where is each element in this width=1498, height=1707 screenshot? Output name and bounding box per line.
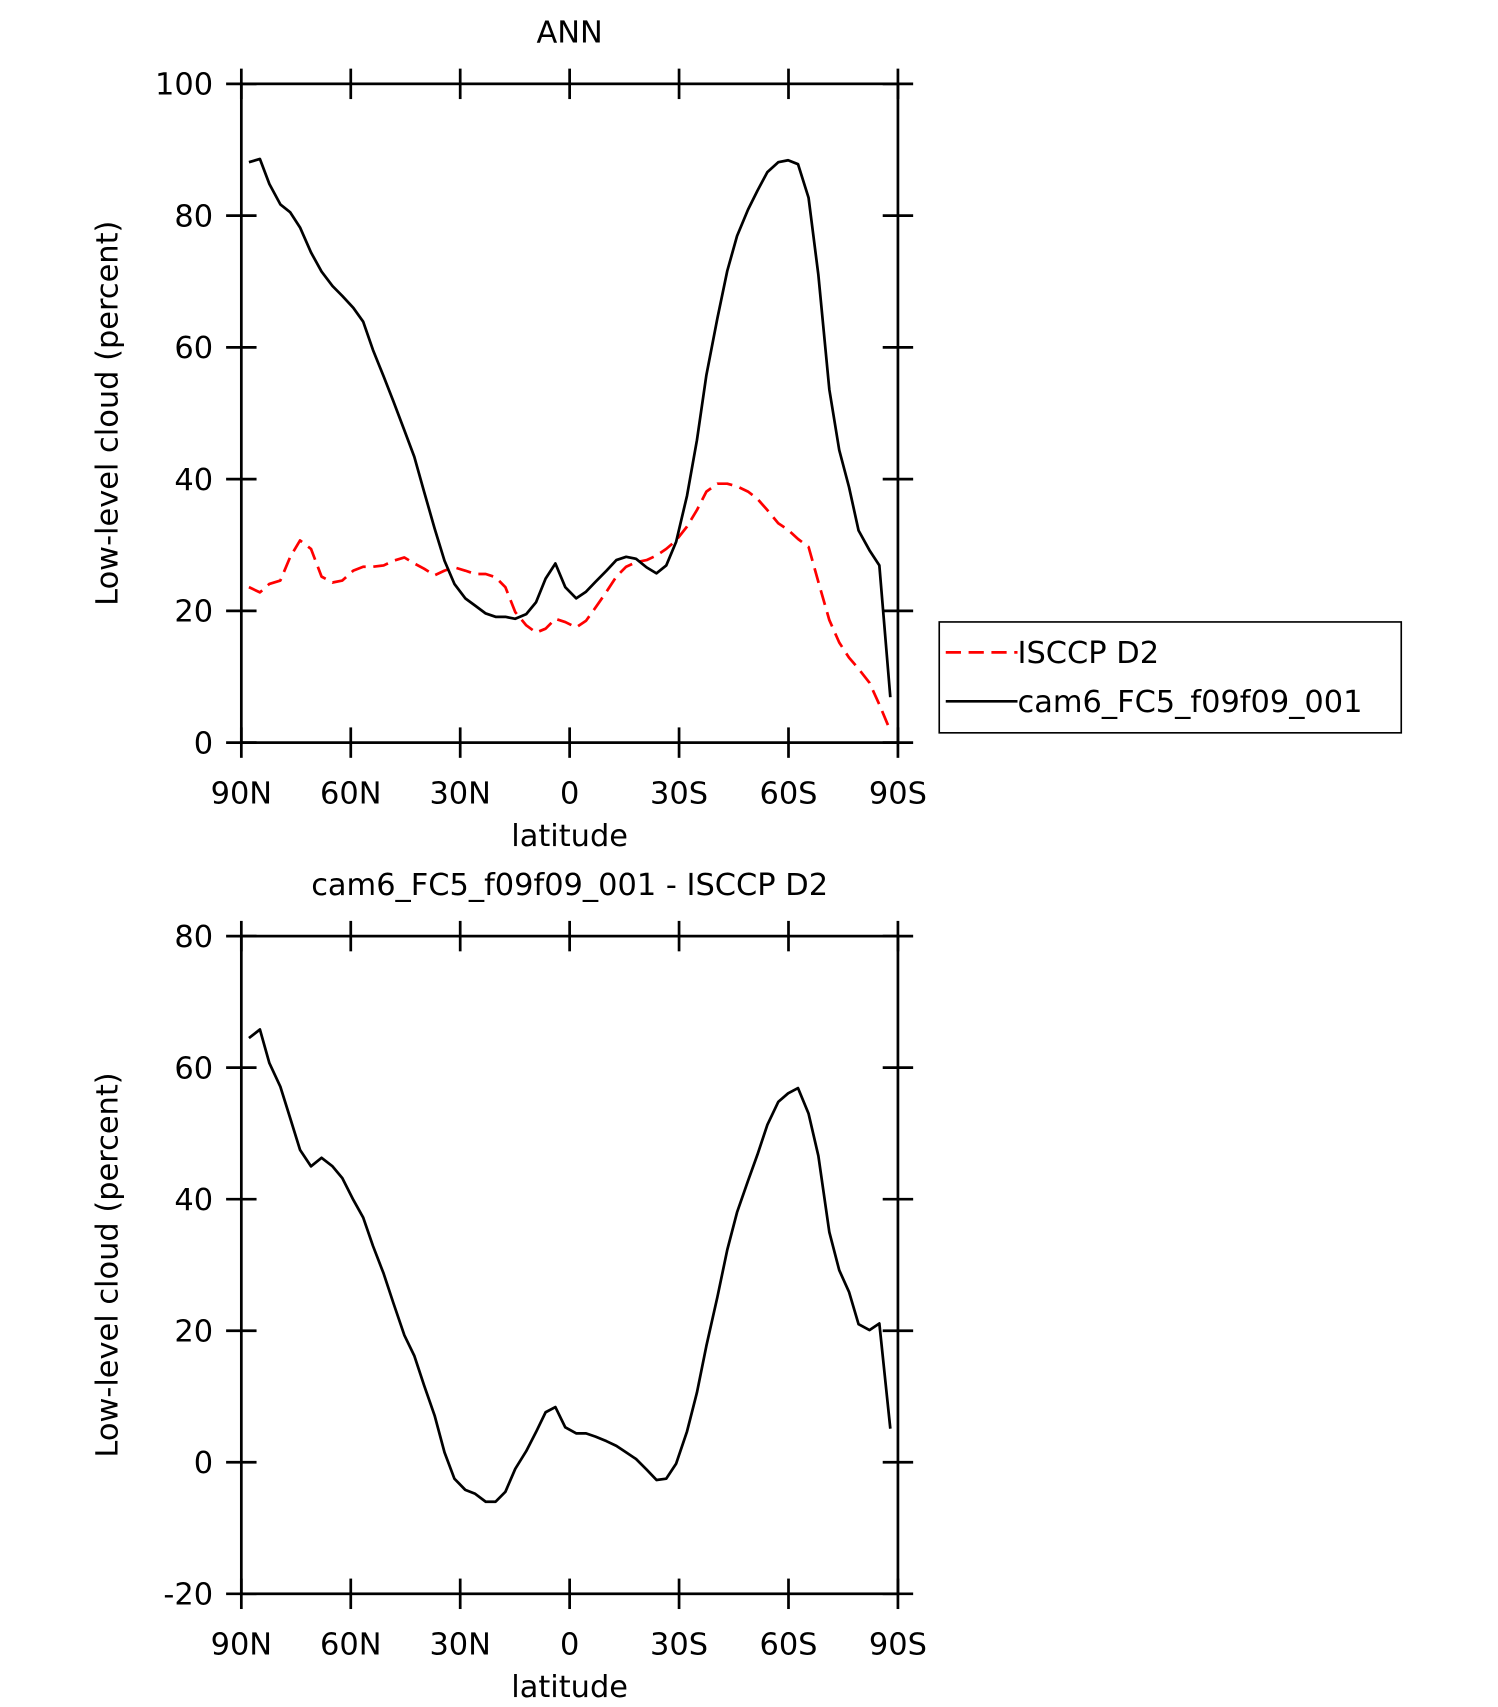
y-tick-label: 80	[174, 199, 213, 234]
x-tick-label: 90S	[869, 1628, 927, 1663]
x-tick-label: 30N	[429, 776, 490, 811]
x-tick-label: 90N	[211, 1628, 272, 1663]
x-tick-label: 60N	[320, 1628, 381, 1663]
y-tick-label: 40	[174, 463, 213, 498]
x-axis-label: latitude	[511, 819, 628, 854]
x-tick-label: 60N	[320, 776, 381, 811]
y-tick-label: 40	[174, 1183, 213, 1218]
x-tick-label: 0	[560, 1628, 579, 1663]
y-axis-label: Low-level cloud (percent)	[90, 1072, 125, 1457]
data-line	[248, 1028, 892, 1504]
x-tick-label: 30S	[650, 1628, 708, 1663]
plot-frame	[239, 934, 900, 1596]
legend-label: ISCCP D2	[1018, 636, 1160, 671]
x-tick-label: 0	[560, 776, 579, 811]
y-tick-label: 60	[174, 331, 213, 366]
data-line	[248, 157, 892, 698]
x-tick-label: 90S	[869, 776, 927, 811]
y-tick-label: 0	[194, 1446, 213, 1481]
x-tick-label: 30N	[429, 1628, 490, 1663]
chart-title: ANN	[536, 16, 602, 51]
x-tick-label: 60S	[759, 1628, 817, 1663]
chart-title: cam6_FC5_f09f09_001 - ISCCP D2	[311, 868, 828, 903]
y-axis-label: Low-level cloud (percent)	[90, 221, 125, 606]
y-tick-label: 100	[155, 68, 213, 103]
x-axis-label: latitude	[511, 1670, 628, 1705]
legend-box	[938, 621, 1403, 734]
x-tick-label: 90N	[211, 776, 272, 811]
x-tick-label: 60S	[759, 776, 817, 811]
data-line	[248, 482, 892, 732]
y-tick-label: 20	[174, 595, 213, 630]
x-tick-label: 30S	[650, 776, 708, 811]
y-tick-label: 60	[174, 1052, 213, 1087]
legend-label: cam6_FC5_f09f09_001	[1018, 685, 1363, 720]
plot-frame	[239, 82, 900, 744]
y-tick-label: -20	[163, 1578, 213, 1613]
y-tick-label: 0	[194, 726, 213, 761]
y-tick-label: 20	[174, 1315, 213, 1350]
y-tick-label: 80	[174, 920, 213, 955]
